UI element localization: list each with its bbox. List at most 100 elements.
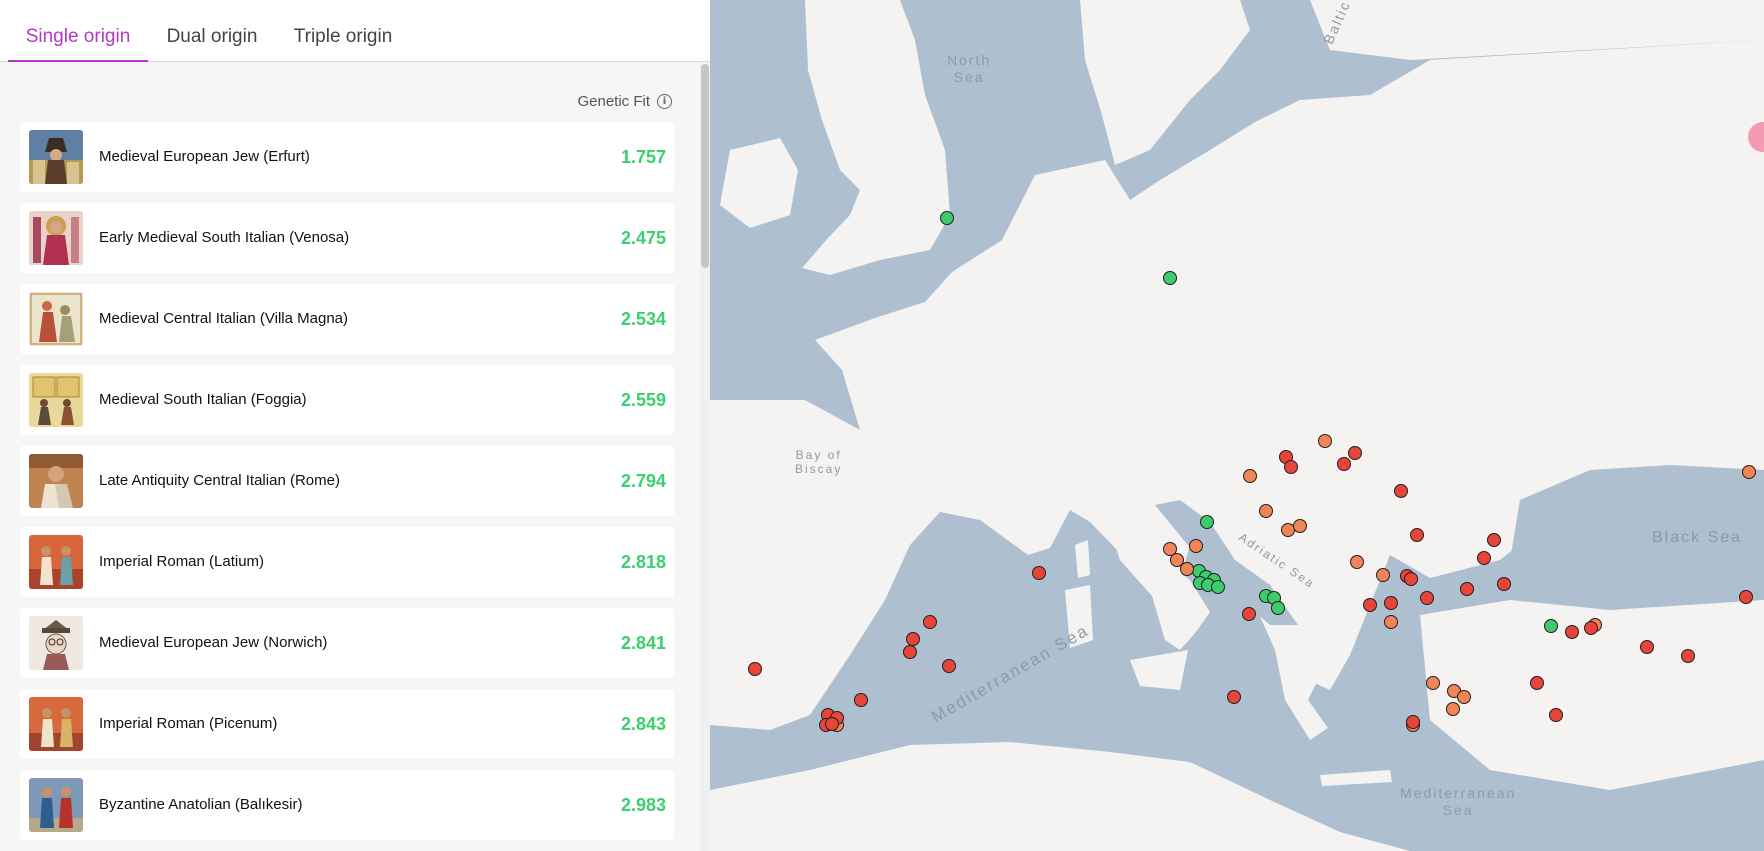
map-point-good (1271, 601, 1285, 615)
population-thumbnail (29, 454, 83, 508)
map-point-poor (1394, 484, 1408, 498)
map-point-poor (1549, 708, 1563, 722)
map-point-poor (1487, 533, 1501, 547)
map-point-mid (1293, 519, 1307, 533)
map-point-mid (1426, 676, 1440, 690)
sample-points (748, 211, 1756, 732)
result-row[interactable]: Imperial Roman (Latium) 2.818 (20, 527, 674, 597)
tab-dual-origin[interactable]: Dual origin (166, 26, 258, 47)
map-point-poor (1032, 566, 1046, 580)
map-point-mid (1457, 690, 1471, 704)
genetic-fit-score: 2.559 (620, 390, 666, 410)
bay-of-biscay-label: Bay of Biscay (795, 448, 843, 477)
map-point-mid (1163, 542, 1177, 556)
map-point-poor (1530, 676, 1544, 690)
results-panel: Single origin Dual origin Triple origin … (0, 0, 710, 851)
map-point-poor (923, 615, 937, 629)
map-point-poor (1681, 649, 1695, 663)
population-name: Byzantine Anatolian (Balıkesir) (99, 796, 303, 813)
population-name: Imperial Roman (Latium) (99, 553, 265, 570)
population-name: Medieval South Italian (Foggia) (99, 391, 307, 408)
genetic-fit-score: 1.757 (620, 147, 666, 167)
result-row[interactable]: Late Antiquity Central Italian (Rome) 2.… (20, 446, 674, 516)
map-point-poor (1565, 625, 1579, 639)
population-thumbnail (29, 373, 83, 427)
map-point-poor (1460, 582, 1474, 596)
genetic-fit-header: Genetic Fit i (577, 93, 672, 110)
genetic-fit-score: 2.794 (620, 471, 666, 491)
scrollbar-thumb[interactable] (701, 64, 709, 268)
map-point-poor (1363, 598, 1377, 612)
map-point-good (1163, 271, 1177, 285)
scrollbar-track[interactable] (700, 62, 710, 851)
map-point-poor (1406, 715, 1420, 729)
genetic-fit-label: Genetic Fit (577, 93, 650, 110)
map-point-mid (1281, 523, 1295, 537)
map-point-poor (1640, 640, 1654, 654)
result-row[interactable]: Early Medieval South Italian (Venosa) 2.… (20, 203, 674, 273)
result-row[interactable]: Medieval European Jew (Erfurt) 1.757 (20, 122, 674, 192)
map-point-mid (1259, 504, 1273, 518)
land-sardinia (1065, 585, 1093, 648)
population-thumbnail (29, 130, 83, 184)
land-italy (1105, 505, 1210, 650)
map-point-poor (1497, 577, 1511, 591)
land-north-africa (710, 742, 1410, 851)
population-name: Imperial Roman (Picenum) (99, 715, 278, 732)
genetic-fit-score: 2.818 (620, 552, 666, 572)
map-point-poor (906, 632, 920, 646)
population-thumbnail (29, 697, 83, 751)
black-sea-label: Black Sea (1652, 529, 1743, 546)
black-sea (1510, 465, 1764, 600)
result-row[interactable]: Byzantine Anatolian (Balıkesir) 2.983 (20, 770, 674, 840)
info-icon[interactable]: i (657, 94, 672, 109)
population-thumbnail (29, 211, 83, 265)
genetic-fit-score: 2.843 (620, 714, 666, 734)
genetic-fit-score: 2.983 (620, 795, 666, 815)
result-row[interactable]: Medieval European Jew (Norwich) 2.841 (20, 608, 674, 678)
population-name: Medieval European Jew (Erfurt) (99, 148, 310, 165)
map-point-mid (1170, 553, 1184, 567)
map-marker-pin[interactable] (1748, 122, 1764, 152)
genetic-fit-score: 2.475 (620, 228, 666, 248)
map-point-poor (825, 717, 839, 731)
map-point-poor (1384, 596, 1398, 610)
map-point-poor (1584, 621, 1598, 635)
map-point-poor (1739, 590, 1753, 604)
map-point-poor (1410, 528, 1424, 542)
north-sea-label: North Sea (947, 52, 992, 85)
map-point-poor (1227, 690, 1241, 704)
population-name: Medieval Central Italian (Villa Magna) (99, 310, 349, 327)
population-thumbnail (29, 616, 83, 670)
tab-triple-origin[interactable]: Triple origin (293, 26, 393, 47)
population-thumbnail (29, 778, 83, 832)
result-row[interactable]: Medieval South Italian (Foggia) 2.559 (20, 365, 674, 435)
land-sicily (1130, 650, 1188, 690)
map-point-poor (903, 645, 917, 659)
map-point-mid (1318, 434, 1332, 448)
map-point-poor (1348, 446, 1362, 460)
genetic-fit-score: 2.841 (620, 633, 666, 653)
map-point-mid (1180, 562, 1194, 576)
land-scandinavia (1080, 0, 1250, 165)
result-row[interactable]: Medieval Central Italian (Villa Magna) 2… (20, 284, 674, 354)
tab-single-origin[interactable]: Single origin (8, 0, 148, 62)
land-britain (802, 0, 950, 275)
map-point-poor (854, 693, 868, 707)
map-point-poor (1337, 457, 1351, 471)
population-name: Early Medieval South Italian (Venosa) (99, 229, 350, 246)
map-point-poor (942, 659, 956, 673)
population-name: Medieval European Jew (Norwich) (99, 634, 328, 651)
map-point-good (940, 211, 954, 225)
genetic-fit-score: 2.534 (620, 309, 666, 329)
map-canvas (710, 0, 1764, 851)
map-point-mid (1243, 469, 1257, 483)
map-point-poor (1242, 607, 1256, 621)
map-panel[interactable]: North Sea Baltic Sea Bay of Biscay Adria… (710, 0, 1764, 851)
map-point-mid (1350, 555, 1364, 569)
map-point-good (1544, 619, 1558, 633)
map-point-mid (1446, 702, 1460, 716)
map-point-good (1200, 515, 1214, 529)
result-row[interactable]: Imperial Roman (Picenum) 2.843 (20, 689, 674, 759)
map-point-poor (1477, 551, 1491, 565)
